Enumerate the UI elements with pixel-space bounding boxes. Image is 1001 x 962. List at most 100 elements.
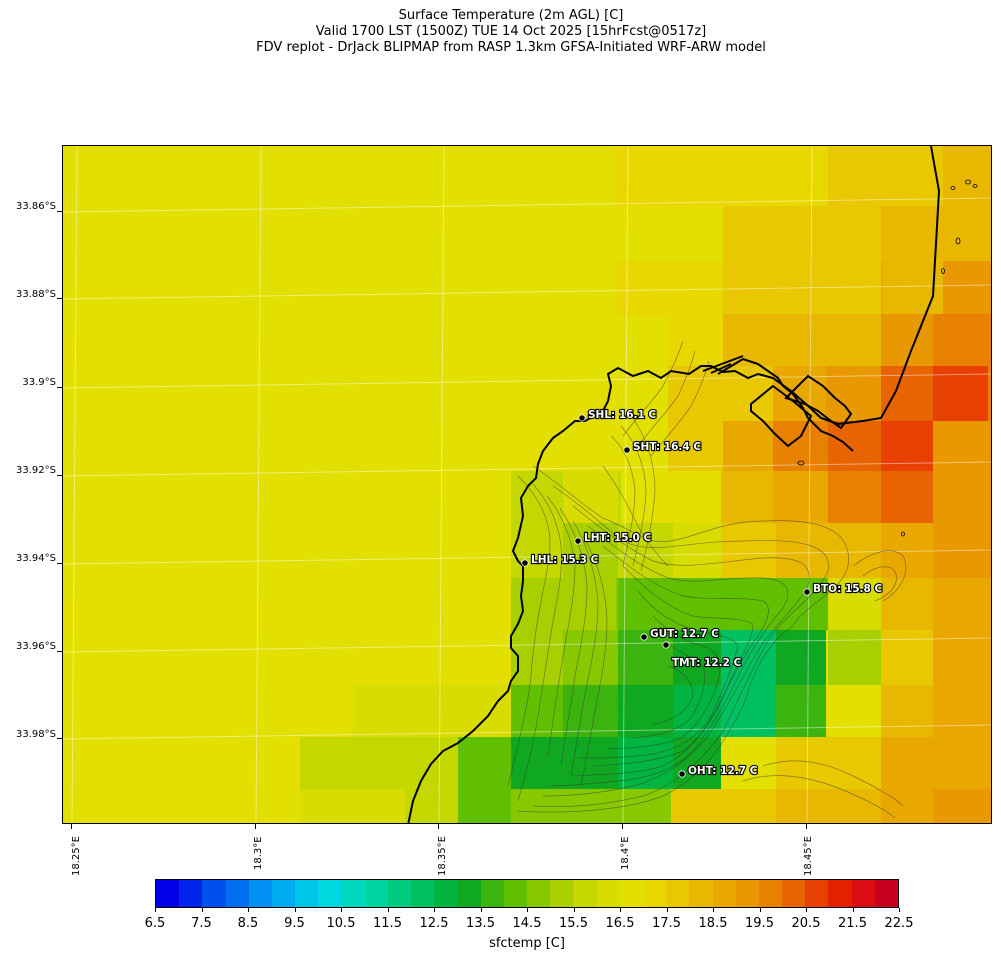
colorbar-tick-label: 15.5 — [559, 916, 588, 931]
colorbar-tick-label: 10.5 — [326, 916, 356, 931]
colorbar-tick-label: 9.5 — [284, 916, 305, 931]
title-line-3: FDV replot - DrJack BLIPMAP from RASP 1.… — [256, 40, 766, 55]
station-marker[interactable] — [574, 537, 582, 545]
y-axis-label: 33.9°S — [22, 377, 56, 388]
colorbar-segment — [411, 880, 435, 907]
chart-title: Surface Temperature (2m AGL) [C] Valid 1… — [0, 8, 1001, 56]
colorbar-tick-label: 18.5 — [698, 916, 728, 931]
y-axis-tick — [57, 475, 62, 476]
x-axis-label: 18.35°E — [437, 836, 448, 876]
colorbar-segment — [527, 880, 551, 907]
colorbar-segment — [642, 880, 667, 907]
y-axis-label: 33.86°S — [16, 201, 56, 212]
colorbar-segment — [457, 880, 481, 907]
colorbar-tick-label: 17.5 — [652, 916, 681, 931]
temperature-grid — [300, 146, 991, 823]
y-axis-tick — [57, 563, 62, 564]
x-axis-label: 18.3°E — [253, 836, 264, 870]
colorbar-segment — [434, 880, 458, 907]
colorbar-tick-label: 6.5 — [144, 916, 166, 931]
colorbar-segment — [712, 880, 736, 907]
y-axis-tick — [57, 738, 62, 739]
colorbar-segment — [364, 880, 388, 907]
station-label: SHT: 16.4 C — [633, 441, 701, 453]
title-line-1: Surface Temperature (2m AGL) [C] — [398, 8, 624, 23]
colorbar-segment — [596, 880, 620, 907]
colorbar-segment — [318, 880, 342, 907]
station-label: LHL: 15.3 C — [531, 554, 599, 566]
x-axis-label: 18.4°E — [620, 836, 631, 870]
colorbar-segment — [202, 880, 226, 907]
station-tmt[interactable]: TMT: 12.2 C — [662, 641, 743, 670]
colorbar-segment — [156, 880, 180, 907]
colorbar-segment — [758, 880, 783, 907]
colorbar-tick-label: 16.5 — [605, 916, 635, 931]
colorbar-segment — [550, 880, 574, 907]
station-marker[interactable] — [640, 633, 648, 641]
x-axis-tick — [255, 824, 256, 829]
station-marker[interactable] — [578, 414, 586, 422]
x-axis-tick — [438, 824, 439, 829]
station-lhl[interactable]: LHL: 15.3 C — [521, 553, 600, 567]
station-marker[interactable] — [803, 588, 811, 596]
colorbar-segment — [225, 880, 249, 907]
station-marker[interactable] — [623, 446, 631, 454]
colorbar-tick — [573, 908, 575, 912]
colorbar-segment — [480, 880, 504, 907]
station-marker[interactable] — [662, 641, 670, 649]
title-line-2: Valid 1700 LST (1500Z) TUE 14 Oct 2025 [… — [315, 24, 707, 39]
small-islands — [797, 179, 978, 537]
colorbar-tick-label: 7.5 — [191, 916, 212, 931]
colorbar-segment — [828, 880, 852, 907]
x-axis-tick — [806, 824, 807, 829]
colorbar-tick — [713, 908, 714, 912]
station-gut[interactable]: GUT: 12.7 C — [640, 627, 720, 641]
x-axis-label: 18.25°E — [71, 836, 82, 876]
colorbar-segment — [179, 880, 203, 907]
station-lht[interactable]: LHT: 15.0 C — [574, 531, 653, 545]
colorbar-segment — [619, 880, 643, 907]
graticule — [63, 146, 991, 823]
colorbar-tick-label: 20.5 — [791, 916, 821, 931]
colorbar-tick — [620, 908, 621, 912]
station-label: GUT: 12.7 C — [650, 628, 719, 640]
colorbar-tick-label: 14.5 — [512, 916, 542, 931]
station-label: OHT: 12.7 C — [688, 765, 758, 777]
colorbar-tick-label: 13.5 — [466, 916, 495, 931]
colorbar-segment — [874, 880, 898, 907]
colorbar-label: sfctemp [C] — [489, 936, 565, 951]
colorbar-segment — [782, 880, 806, 907]
x-axis-label: 18.45°E — [803, 836, 814, 876]
station-marker[interactable] — [521, 559, 529, 567]
colorbar-tick — [155, 908, 156, 912]
colorbar-tick — [387, 908, 389, 912]
station-label: SHL: 16.1 C — [588, 409, 656, 421]
station-shl[interactable]: SHL: 16.1 C — [578, 408, 658, 422]
colorbar-tick-label: 12.5 — [419, 916, 449, 931]
y-axis-tick — [57, 651, 62, 652]
colorbar-tick-label: 11.5 — [373, 916, 402, 931]
terrain-contours — [507, 340, 907, 819]
colorbar-tick — [480, 908, 482, 912]
colorbar-tick-label: 22.5 — [884, 916, 914, 931]
colorbar-tick — [294, 908, 296, 912]
colorbar-tick — [527, 908, 528, 912]
colorbar-segment — [851, 880, 875, 907]
colorbar-tick — [899, 908, 900, 912]
y-axis-label: 33.98°S — [16, 729, 56, 740]
colorbar-tick — [666, 908, 668, 912]
colorbar-segment — [271, 880, 296, 907]
colorbar-segment — [295, 880, 319, 907]
station-bto[interactable]: BTO: 15.8 C — [803, 582, 884, 596]
y-axis-label: 33.88°S — [16, 289, 56, 300]
station-sht[interactable]: SHT: 16.4 C — [623, 440, 702, 454]
station-marker[interactable] — [678, 770, 686, 778]
y-axis-label: 33.96°S — [16, 641, 56, 652]
colorbar-tick-label: 19.5 — [745, 916, 774, 931]
colorbar-segment — [666, 880, 690, 907]
station-oht[interactable]: OHT: 12.7 C — [678, 764, 759, 778]
coastline — [407, 146, 941, 823]
station-label: BTO: 15.8 C — [813, 583, 883, 595]
colorbar-tick — [248, 908, 249, 912]
temperature-map[interactable]: SHL: 16.1 C SHT: 16.4 C LHT: 15.0 C LHL: 15… — [62, 145, 992, 824]
